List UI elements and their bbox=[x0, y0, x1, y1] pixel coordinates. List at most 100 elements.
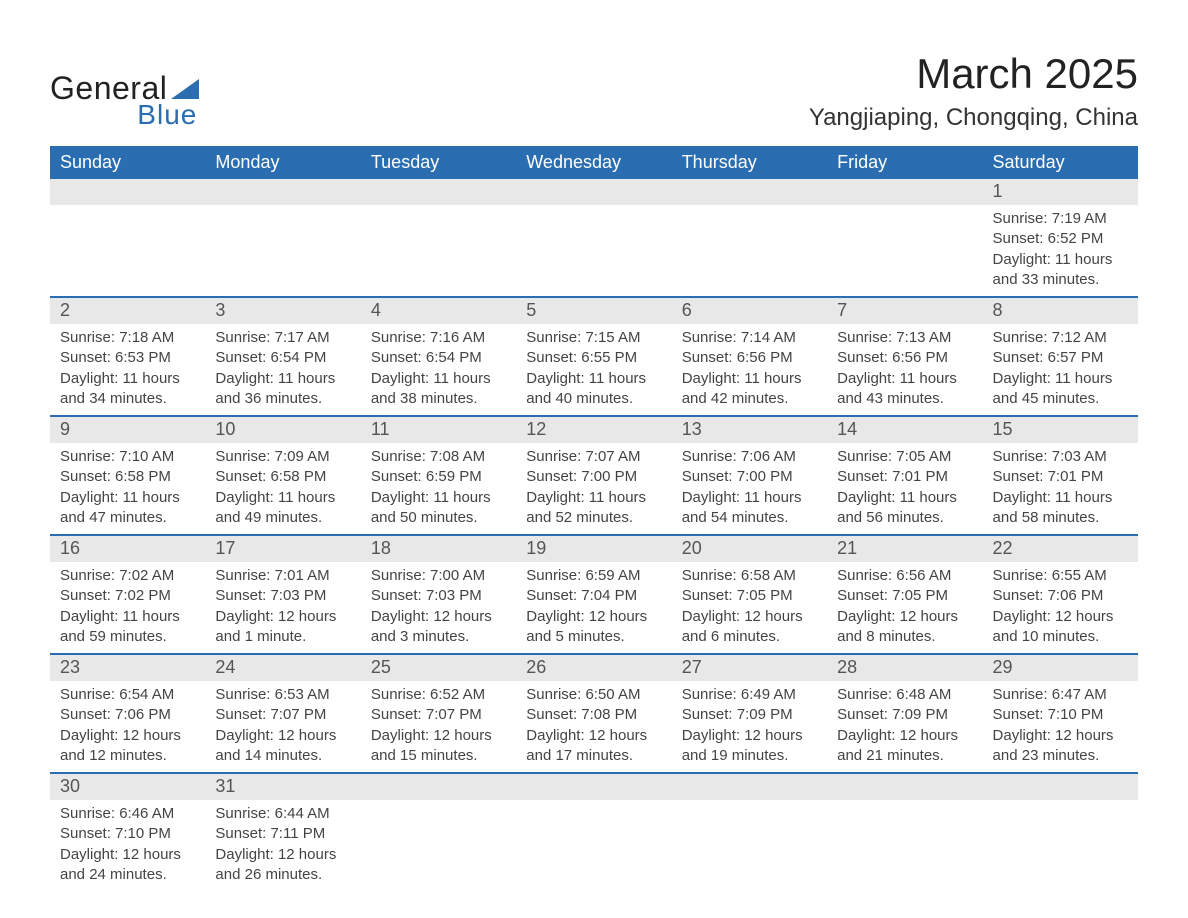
day-details: Sunrise: 7:15 AMSunset: 6:55 PMDaylight:… bbox=[516, 324, 671, 415]
sunset-line: Sunset: 6:58 PM bbox=[215, 467, 350, 487]
sunset-line: Sunset: 7:05 PM bbox=[682, 586, 817, 606]
sunset-line: Sunset: 7:05 PM bbox=[837, 586, 972, 606]
day-details: Sunrise: 6:54 AMSunset: 7:06 PMDaylight:… bbox=[50, 681, 205, 772]
calendar-row: 30Sunrise: 6:46 AMSunset: 7:10 PMDayligh… bbox=[50, 772, 1138, 891]
daylight-line: Daylight: 11 hours and 43 minutes. bbox=[837, 369, 972, 410]
calendar-cell: 18Sunrise: 7:00 AMSunset: 7:03 PMDayligh… bbox=[361, 536, 516, 653]
sunrise-line: Sunrise: 7:19 AM bbox=[993, 209, 1128, 229]
day-details: Sunrise: 7:05 AMSunset: 7:01 PMDaylight:… bbox=[827, 443, 982, 534]
calendar-row: 9Sunrise: 7:10 AMSunset: 6:58 PMDaylight… bbox=[50, 415, 1138, 534]
day-number: 14 bbox=[827, 417, 982, 443]
daylight-line: Daylight: 11 hours and 50 minutes. bbox=[371, 488, 506, 529]
day-number: 11 bbox=[361, 417, 516, 443]
calendar-row: 23Sunrise: 6:54 AMSunset: 7:06 PMDayligh… bbox=[50, 653, 1138, 772]
day-header: Monday bbox=[205, 146, 360, 179]
calendar-cell bbox=[516, 179, 671, 296]
day-number: 30 bbox=[50, 774, 205, 800]
day-number bbox=[983, 774, 1138, 800]
sunset-line: Sunset: 7:04 PM bbox=[526, 586, 661, 606]
sunrise-line: Sunrise: 7:10 AM bbox=[60, 447, 195, 467]
daylight-line: Daylight: 11 hours and 34 minutes. bbox=[60, 369, 195, 410]
day-details bbox=[827, 205, 982, 215]
day-details: Sunrise: 6:47 AMSunset: 7:10 PMDaylight:… bbox=[983, 681, 1138, 772]
sunrise-line: Sunrise: 6:55 AM bbox=[993, 566, 1128, 586]
day-number: 31 bbox=[205, 774, 360, 800]
sunrise-line: Sunrise: 7:18 AM bbox=[60, 328, 195, 348]
day-number: 10 bbox=[205, 417, 360, 443]
calendar-cell: 23Sunrise: 6:54 AMSunset: 7:06 PMDayligh… bbox=[50, 655, 205, 772]
location-subtitle: Yangjiaping, Chongqing, China bbox=[809, 104, 1138, 132]
sunrise-line: Sunrise: 7:01 AM bbox=[215, 566, 350, 586]
sunrise-line: Sunrise: 7:15 AM bbox=[526, 328, 661, 348]
calendar-cell: 16Sunrise: 7:02 AMSunset: 7:02 PMDayligh… bbox=[50, 536, 205, 653]
day-header: Friday bbox=[827, 146, 982, 179]
day-details: Sunrise: 6:44 AMSunset: 7:11 PMDaylight:… bbox=[205, 800, 360, 891]
calendar-cell: 24Sunrise: 6:53 AMSunset: 7:07 PMDayligh… bbox=[205, 655, 360, 772]
day-number: 1 bbox=[983, 179, 1138, 205]
sunrise-line: Sunrise: 6:52 AM bbox=[371, 685, 506, 705]
daylight-line: Daylight: 11 hours and 33 minutes. bbox=[993, 250, 1128, 291]
day-details: Sunrise: 7:12 AMSunset: 6:57 PMDaylight:… bbox=[983, 324, 1138, 415]
calendar-cell bbox=[983, 774, 1138, 891]
daylight-line: Daylight: 12 hours and 12 minutes. bbox=[60, 726, 195, 767]
calendar-cell: 31Sunrise: 6:44 AMSunset: 7:11 PMDayligh… bbox=[205, 774, 360, 891]
sunset-line: Sunset: 6:54 PM bbox=[215, 348, 350, 368]
daylight-line: Daylight: 12 hours and 3 minutes. bbox=[371, 607, 506, 648]
day-details bbox=[361, 205, 516, 215]
calendar-cell: 22Sunrise: 6:55 AMSunset: 7:06 PMDayligh… bbox=[983, 536, 1138, 653]
day-number: 23 bbox=[50, 655, 205, 681]
calendar-header-row: SundayMondayTuesdayWednesdayThursdayFrid… bbox=[50, 146, 1138, 179]
calendar-cell bbox=[516, 774, 671, 891]
calendar-cell bbox=[672, 179, 827, 296]
day-number: 13 bbox=[672, 417, 827, 443]
day-details: Sunrise: 7:18 AMSunset: 6:53 PMDaylight:… bbox=[50, 324, 205, 415]
day-number: 27 bbox=[672, 655, 827, 681]
calendar-row: 2Sunrise: 7:18 AMSunset: 6:53 PMDaylight… bbox=[50, 296, 1138, 415]
day-details: Sunrise: 7:02 AMSunset: 7:02 PMDaylight:… bbox=[50, 562, 205, 653]
calendar-cell: 13Sunrise: 7:06 AMSunset: 7:00 PMDayligh… bbox=[672, 417, 827, 534]
day-details: Sunrise: 7:19 AMSunset: 6:52 PMDaylight:… bbox=[983, 205, 1138, 296]
calendar-cell: 19Sunrise: 6:59 AMSunset: 7:04 PMDayligh… bbox=[516, 536, 671, 653]
day-number: 8 bbox=[983, 298, 1138, 324]
day-details bbox=[361, 800, 516, 810]
day-number bbox=[672, 179, 827, 205]
day-details: Sunrise: 6:48 AMSunset: 7:09 PMDaylight:… bbox=[827, 681, 982, 772]
sunset-line: Sunset: 6:54 PM bbox=[371, 348, 506, 368]
calendar-cell bbox=[205, 179, 360, 296]
day-details: Sunrise: 7:13 AMSunset: 6:56 PMDaylight:… bbox=[827, 324, 982, 415]
sunset-line: Sunset: 7:09 PM bbox=[682, 705, 817, 725]
day-number bbox=[672, 774, 827, 800]
calendar-cell: 4Sunrise: 7:16 AMSunset: 6:54 PMDaylight… bbox=[361, 298, 516, 415]
sunset-line: Sunset: 7:02 PM bbox=[60, 586, 195, 606]
sunset-line: Sunset: 7:08 PM bbox=[526, 705, 661, 725]
sunset-line: Sunset: 6:59 PM bbox=[371, 467, 506, 487]
daylight-line: Daylight: 12 hours and 19 minutes. bbox=[682, 726, 817, 767]
month-title: March 2025 bbox=[809, 50, 1138, 98]
calendar-cell: 3Sunrise: 7:17 AMSunset: 6:54 PMDaylight… bbox=[205, 298, 360, 415]
day-details: Sunrise: 7:03 AMSunset: 7:01 PMDaylight:… bbox=[983, 443, 1138, 534]
day-header: Tuesday bbox=[361, 146, 516, 179]
day-number bbox=[50, 179, 205, 205]
daylight-line: Daylight: 12 hours and 14 minutes. bbox=[215, 726, 350, 767]
day-details: Sunrise: 7:10 AMSunset: 6:58 PMDaylight:… bbox=[50, 443, 205, 534]
calendar-body: 1Sunrise: 7:19 AMSunset: 6:52 PMDaylight… bbox=[50, 179, 1138, 891]
day-details: Sunrise: 6:50 AMSunset: 7:08 PMDaylight:… bbox=[516, 681, 671, 772]
day-number: 26 bbox=[516, 655, 671, 681]
daylight-line: Daylight: 12 hours and 17 minutes. bbox=[526, 726, 661, 767]
calendar-cell: 28Sunrise: 6:48 AMSunset: 7:09 PMDayligh… bbox=[827, 655, 982, 772]
sunset-line: Sunset: 7:00 PM bbox=[682, 467, 817, 487]
calendar-row: 1Sunrise: 7:19 AMSunset: 6:52 PMDaylight… bbox=[50, 179, 1138, 296]
day-number: 5 bbox=[516, 298, 671, 324]
sunrise-line: Sunrise: 7:07 AM bbox=[526, 447, 661, 467]
day-number: 16 bbox=[50, 536, 205, 562]
sunset-line: Sunset: 7:10 PM bbox=[60, 824, 195, 844]
day-details: Sunrise: 6:49 AMSunset: 7:09 PMDaylight:… bbox=[672, 681, 827, 772]
day-number: 19 bbox=[516, 536, 671, 562]
calendar-cell: 15Sunrise: 7:03 AMSunset: 7:01 PMDayligh… bbox=[983, 417, 1138, 534]
calendar-cell: 1Sunrise: 7:19 AMSunset: 6:52 PMDaylight… bbox=[983, 179, 1138, 296]
daylight-line: Daylight: 12 hours and 15 minutes. bbox=[371, 726, 506, 767]
sunrise-line: Sunrise: 6:54 AM bbox=[60, 685, 195, 705]
daylight-line: Daylight: 11 hours and 36 minutes. bbox=[215, 369, 350, 410]
daylight-line: Daylight: 11 hours and 58 minutes. bbox=[993, 488, 1128, 529]
sunrise-line: Sunrise: 7:12 AM bbox=[993, 328, 1128, 348]
